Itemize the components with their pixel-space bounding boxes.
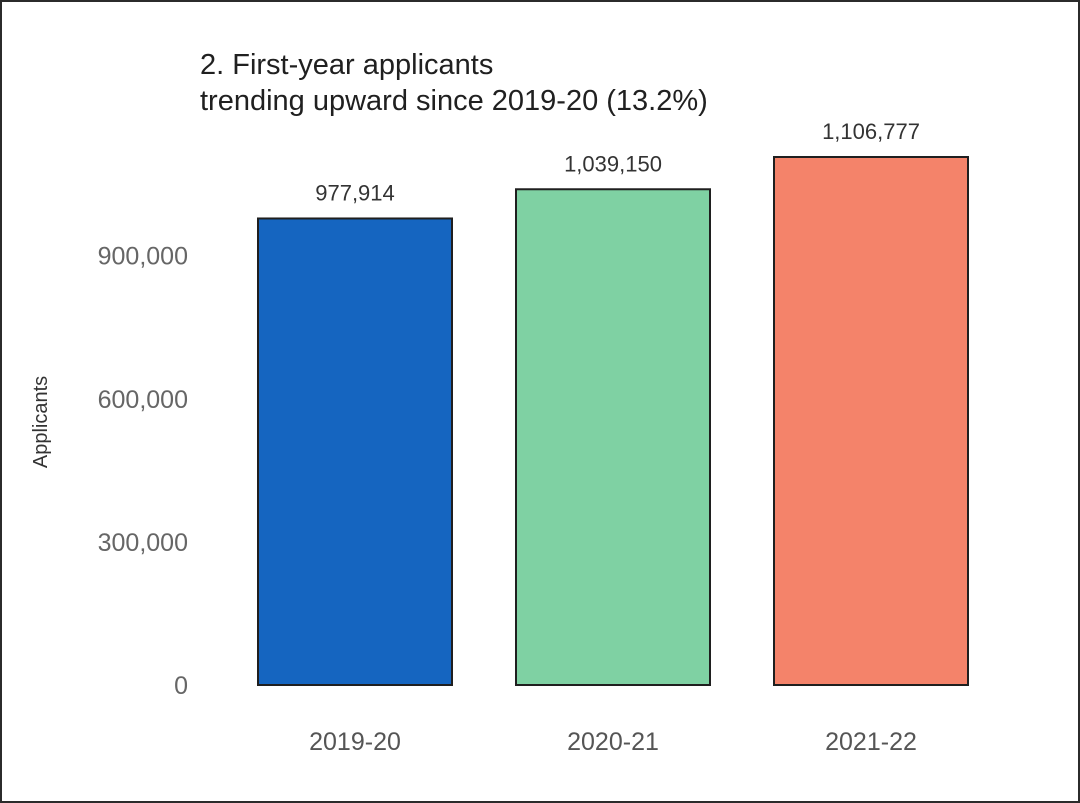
x-tick-label-2021-22: 2021-22: [825, 728, 917, 756]
data-label-2020-21: 1,039,150: [564, 151, 662, 176]
x-tick-label-2019-20: 2019-20: [309, 728, 401, 756]
bar-2021-22: [773, 156, 969, 686]
bars-group: [257, 156, 969, 686]
y-tick-label: 600,000: [98, 386, 188, 414]
x-tick-label-2020-21: 2020-21: [567, 728, 659, 756]
y-tick-label: 0: [174, 672, 188, 700]
y-axis-ticks: 0 300,000 600,000 900,000: [98, 243, 188, 700]
data-label-2021-22: 1,106,777: [822, 119, 920, 144]
bar-2019-20: [257, 217, 453, 686]
chart-title-line-2: trending upward since 2019-20 (13.2%): [200, 85, 708, 117]
y-tick-label: 900,000: [98, 243, 188, 271]
bar-2020-21: [515, 188, 711, 686]
chart-title-line-1: 2. First-year applicants: [200, 49, 493, 81]
y-axis-label: Applicants: [30, 376, 52, 468]
data-label-2019-20: 977,914: [315, 180, 395, 205]
x-axis-ticks: 2019-20 2020-21 2021-22: [309, 728, 917, 756]
y-tick-label: 300,000: [98, 529, 188, 557]
data-labels-group: 977,914 1,039,150 1,106,777: [315, 119, 920, 205]
